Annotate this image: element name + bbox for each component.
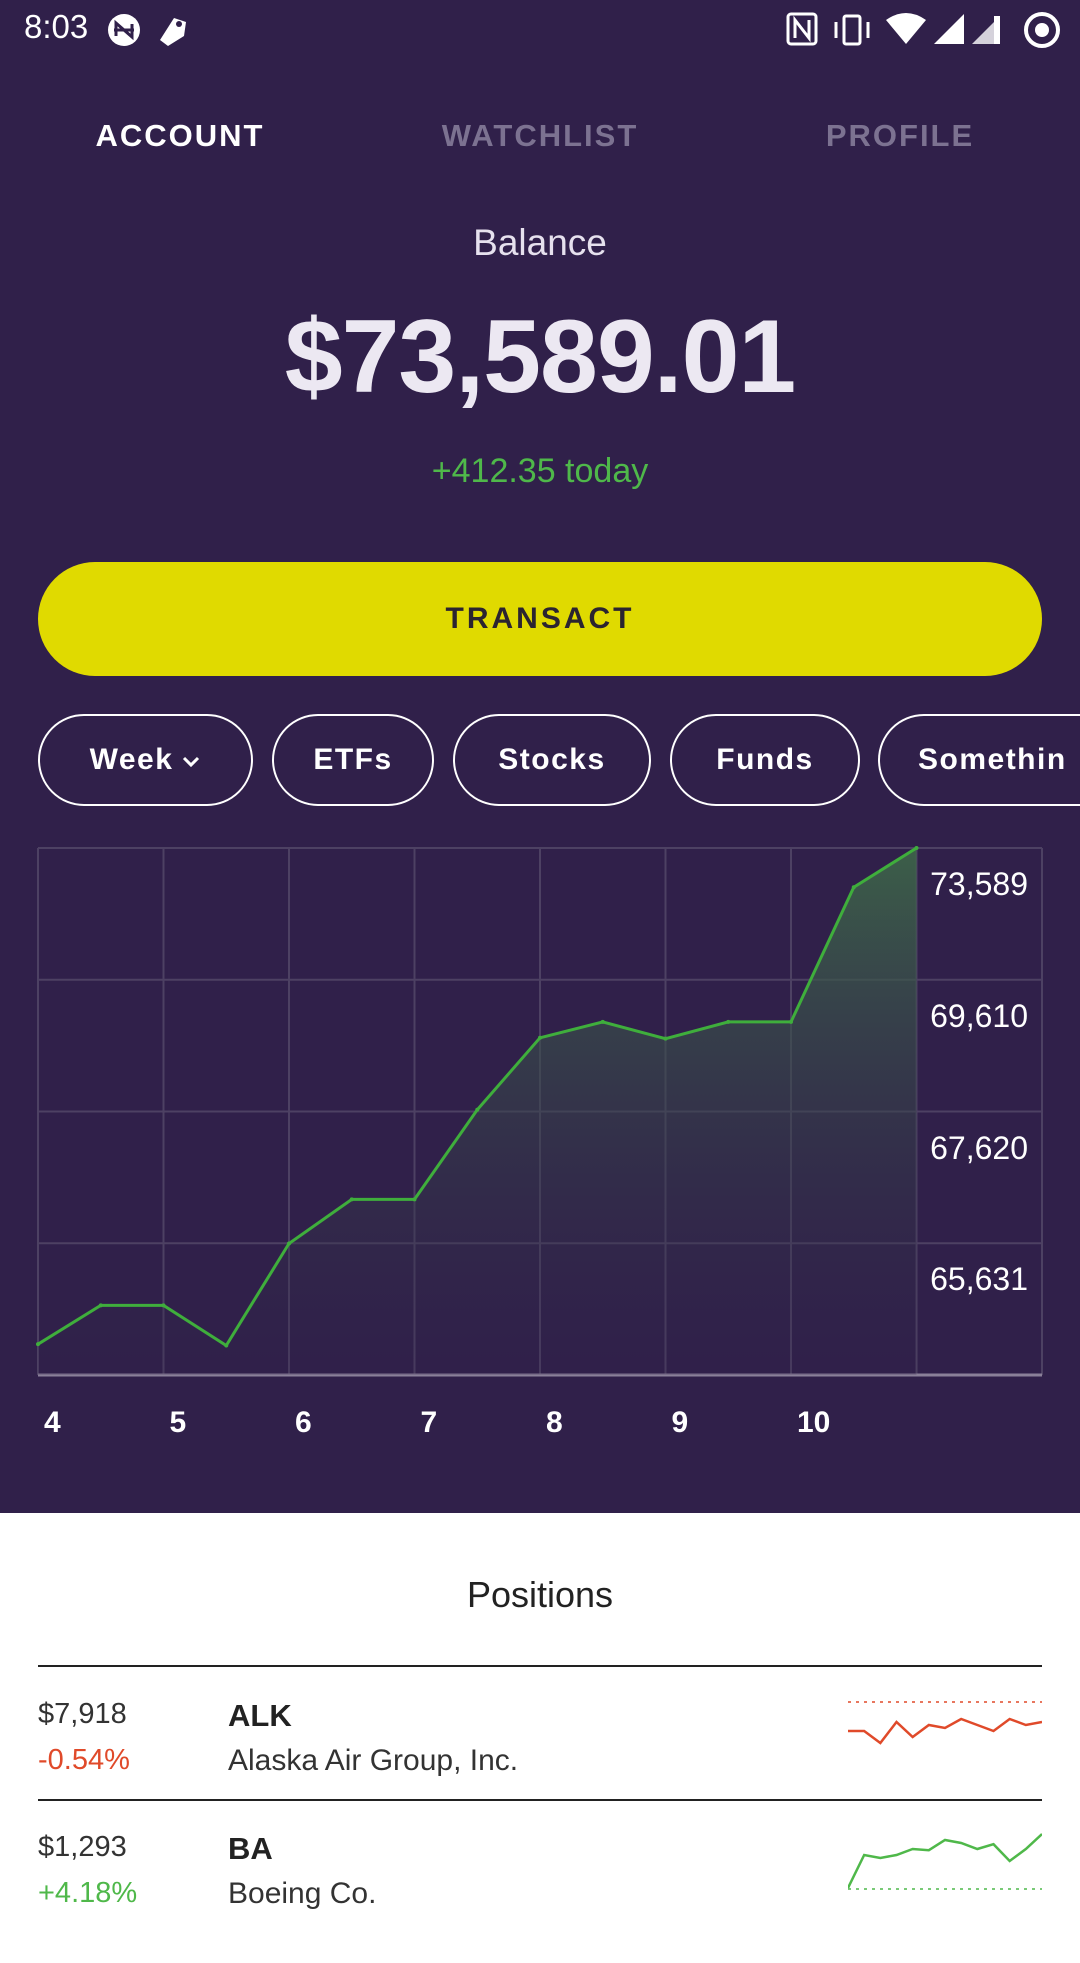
chart-data-point [600, 1019, 605, 1024]
wifi-icon [886, 13, 926, 44]
filter-chip-stocks[interactable]: Stocks [453, 714, 651, 806]
tag-icon [160, 18, 186, 46]
filter-chip-label: Funds [716, 743, 814, 776]
chart-data-point [36, 1342, 40, 1347]
chart-data-point [161, 1303, 166, 1308]
status-right-icons [786, 8, 1066, 50]
status-left-icons [106, 10, 196, 50]
position-value: $1,293 [38, 1831, 127, 1863]
top-tabs: ACCOUNT WATCHLIST PROFILE [0, 118, 1080, 166]
filter-chip-etfs[interactable]: ETFs [272, 714, 434, 806]
chart-y-tick-label: 67,620 [930, 1129, 1028, 1166]
signal-icon-2 [972, 16, 1000, 44]
chart-x-tick-label: 10 [797, 1406, 831, 1439]
chart-data-point [789, 1019, 793, 1024]
position-sparkline [848, 1833, 1042, 1890]
position-symbol: ALK [228, 1698, 292, 1733]
positions-title: Positions [466, 1574, 614, 1615]
balance-change-today: +412.35 today [431, 452, 649, 490]
chart-data-point [663, 1036, 668, 1041]
nfc-coin-icon [108, 14, 140, 46]
tab-watchlist[interactable]: WATCHLIST [441, 118, 639, 153]
chart-y-tick-label: 69,610 [930, 997, 1028, 1034]
sync-icon [1024, 12, 1060, 48]
chart-x-tick-label: 8 [546, 1406, 563, 1439]
signal-icon [934, 14, 964, 44]
balance-label: Balance [473, 222, 607, 263]
divider [38, 1799, 1042, 1801]
account-header-panel: 8:03 [0, 0, 1080, 1513]
vibrate-icon [834, 14, 870, 46]
period-dropdown-label: Week [89, 743, 174, 776]
period-dropdown[interactable]: Week [38, 714, 253, 806]
divider [38, 1665, 1042, 1667]
status-time: 8:03 [24, 8, 89, 45]
chart-data-point [914, 846, 919, 850]
balance-amount: $73,589.01 [284, 299, 797, 415]
transact-button[interactable]: TRANSACT [38, 562, 1042, 676]
filter-chip-funds[interactable]: Funds [670, 714, 860, 806]
position-name: Alaska Air Group, Inc. [228, 1744, 519, 1777]
chart-data-point [726, 1019, 731, 1024]
balance-chart [36, 846, 1043, 1377]
sparkline-series [848, 1833, 1042, 1889]
chart-data-point [538, 1035, 542, 1040]
chart-data-point [475, 1107, 480, 1112]
chart-data-point [98, 1303, 103, 1308]
status-bar: 8:03 [0, 0, 1080, 58]
nfc-icon [786, 12, 818, 46]
chart-x-tick-label: 7 [420, 1406, 438, 1439]
position-row-alk[interactable]: $7,918 -0.54% ALK Alaska Air Group, Inc. [0, 1698, 1080, 1830]
chart-data-point [349, 1197, 354, 1202]
chart-data-point [224, 1343, 229, 1348]
chevron-down-icon [181, 743, 201, 777]
position-sparkline [848, 1701, 1042, 1745]
position-change: -0.54% [38, 1744, 130, 1776]
chart-data-point [851, 885, 856, 890]
filter-chip-label: ETFs [313, 743, 393, 776]
chart-x-tick-label: 6 [295, 1406, 312, 1439]
chart-y-tick-label: 65,631 [930, 1261, 1028, 1298]
position-symbol: BA [228, 1831, 273, 1866]
sparkline-series [848, 1717, 1042, 1745]
tab-account[interactable]: ACCOUNT [95, 118, 265, 153]
chart-y-tick-label: 73,589 [930, 866, 1028, 902]
chart-data-point [412, 1197, 417, 1202]
position-change: +4.18% [38, 1877, 138, 1909]
position-name: Boeing Co. [228, 1877, 377, 1910]
filter-chip-something[interactable]: Somethin [878, 714, 1080, 806]
filter-chip-label: Stocks [498, 743, 606, 776]
chart-x-tick-label: 4 [44, 1406, 61, 1439]
transact-button-label: TRANSACT [445, 602, 635, 635]
chart-x-tick-label: 5 [169, 1406, 187, 1439]
position-row-ba[interactable]: $1,293 +4.18% BA Boeing Co. [0, 1831, 1080, 1963]
tab-profile[interactable]: PROFILE [825, 118, 975, 153]
position-value: $7,918 [38, 1698, 127, 1730]
chart-x-tick-label: 9 [671, 1406, 689, 1439]
filter-chip-label: Somethin [918, 743, 1067, 776]
chart-data-point [287, 1241, 291, 1246]
